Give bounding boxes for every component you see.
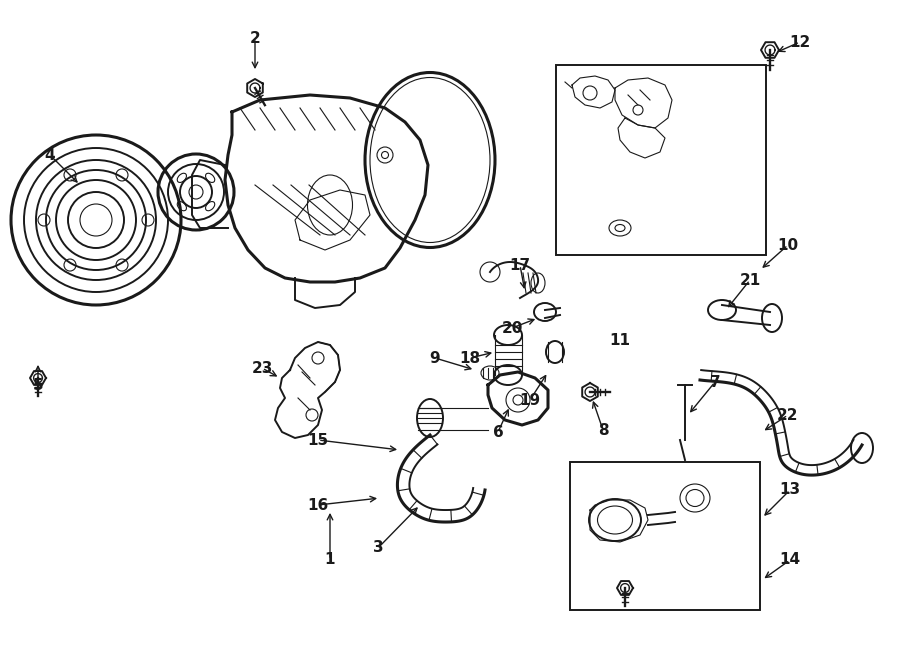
Text: 4: 4: [45, 148, 55, 162]
Text: 8: 8: [598, 422, 608, 438]
Polygon shape: [590, 500, 648, 542]
Text: 3: 3: [373, 540, 383, 555]
Text: 10: 10: [778, 238, 798, 252]
Circle shape: [11, 135, 181, 305]
Text: 13: 13: [779, 483, 801, 498]
Polygon shape: [225, 95, 428, 282]
Text: 14: 14: [779, 553, 801, 567]
Polygon shape: [192, 160, 228, 228]
Text: 21: 21: [740, 273, 760, 287]
Circle shape: [158, 154, 234, 230]
Polygon shape: [488, 372, 548, 425]
Polygon shape: [615, 78, 672, 128]
Text: 7: 7: [710, 375, 720, 389]
Polygon shape: [295, 278, 355, 308]
Text: 17: 17: [509, 258, 531, 273]
Bar: [570, 462, 760, 610]
Text: 11: 11: [609, 332, 631, 348]
Polygon shape: [618, 118, 665, 158]
Text: 15: 15: [308, 432, 328, 448]
Text: 2: 2: [249, 30, 260, 46]
Ellipse shape: [589, 499, 641, 541]
Text: 23: 23: [251, 361, 273, 375]
Text: 6: 6: [492, 424, 503, 440]
Text: 1: 1: [325, 553, 336, 567]
Text: 19: 19: [519, 393, 541, 408]
Text: 18: 18: [459, 350, 481, 365]
Text: 16: 16: [308, 498, 328, 512]
Polygon shape: [275, 342, 340, 438]
Text: 12: 12: [789, 34, 811, 50]
Polygon shape: [572, 76, 615, 108]
Bar: [556, 65, 766, 255]
Text: 9: 9: [429, 350, 440, 365]
Text: 22: 22: [778, 408, 799, 422]
Text: 5: 5: [32, 377, 43, 393]
Text: 20: 20: [501, 320, 523, 336]
